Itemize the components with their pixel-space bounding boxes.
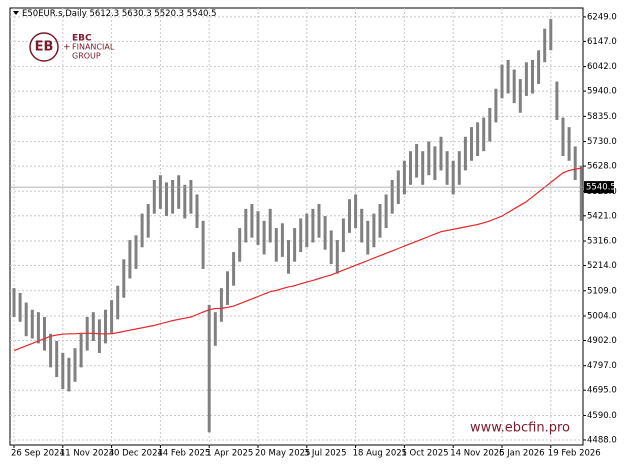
last-price-box	[584, 181, 614, 194]
header: E50EUR.s,Daily 5612.3 5630.3 5520.3 5540…	[22, 9, 217, 19]
moving-average	[13, 167, 582, 352]
y-tick-label: 5940.0	[587, 87, 617, 97]
x-tick-label: 14 Nov 2025	[450, 449, 504, 459]
y-tick-label: 4902.0	[587, 336, 617, 346]
y-tick-label: 5835.0	[587, 112, 617, 122]
y-tick-label: 4695.0	[587, 386, 617, 396]
x-tick-label: 11 Nov 2024	[60, 449, 114, 459]
x-tick-label: 26 Sep 2024	[11, 449, 65, 459]
x-tick-label: 6 Jan 2026	[499, 449, 545, 459]
y-tick-label: 5421.0	[587, 211, 617, 221]
x-tick-label: 18 Aug 2025	[353, 449, 407, 459]
logo-plus: +	[63, 43, 71, 53]
brand-line: FINANCIAL	[72, 43, 115, 52]
brand-name: EBC	[72, 34, 92, 44]
watermark: www.ebcfin.pro	[470, 421, 570, 436]
header-arrow	[13, 11, 19, 15]
x-tick-label: 1 Apr 2025	[206, 449, 253, 459]
marks	[10, 19, 583, 433]
close: 5540.5	[187, 9, 217, 19]
y-tick-label: 5316.0	[587, 237, 617, 247]
y-tick-label: 6249.0	[587, 12, 617, 22]
y-tick-label: 5109.0	[587, 286, 617, 296]
plot-frame	[9, 7, 584, 446]
x-tick-label: 14 Feb 2025	[157, 449, 210, 459]
y-tick-label: 5730.0	[587, 137, 617, 147]
x-tick-label: 30 Dec 2024	[109, 449, 163, 459]
logo-mark: EB	[35, 40, 54, 55]
y-tick-label: 4590.0	[587, 411, 617, 421]
logo-circle	[29, 32, 59, 62]
symbol: E50EUR.s,Daily	[22, 9, 87, 19]
y-tick-label: 6147.0	[587, 37, 617, 47]
grid	[10, 8, 583, 445]
y-tick-label: 5004.0	[587, 311, 617, 321]
x-tick-label: 20 May 2025	[255, 449, 310, 459]
y-tick-label: 5214.0	[587, 261, 617, 271]
y-tick-label: 6042.0	[587, 62, 617, 72]
last-price-label: 5540.5	[586, 183, 616, 193]
brand-line: GROUP	[72, 52, 101, 61]
low: 5520.3	[154, 9, 184, 19]
high: 5630.3	[122, 9, 152, 19]
x-tick-label: 3 Jul 2025	[304, 449, 347, 459]
y-tick-label: 5628.0	[587, 162, 617, 172]
x-tick-label: 19 Feb 2026	[548, 449, 601, 459]
y-tick-label: 4797.0	[587, 361, 617, 371]
x-tick-label: 1 Oct 2025	[401, 449, 448, 459]
open: 5612.3	[89, 9, 119, 19]
y-tick-label: 4488.0	[587, 435, 617, 445]
logo: EB + EBC FINANCIAL GROUP	[29, 32, 115, 62]
